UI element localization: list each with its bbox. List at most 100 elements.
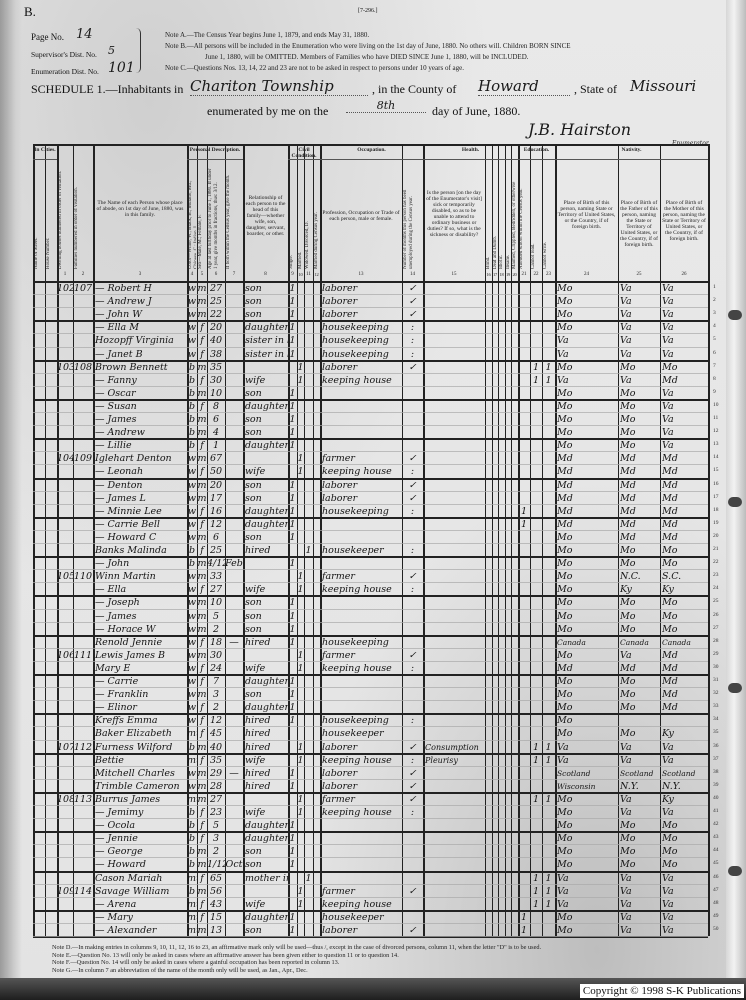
cell-color: mu [187, 911, 197, 923]
cell-father-birthplace: Mo [620, 702, 636, 714]
row-number: 24 [713, 585, 719, 592]
cell-color: w [187, 348, 197, 360]
cell-birthplace: Mo [557, 833, 573, 845]
cell-single: 1 [289, 846, 296, 858]
cell-family: 107 [73, 283, 93, 294]
cell-father-birthplace: Md [620, 518, 636, 530]
cell-mother-birthplace: Mo [662, 820, 678, 832]
cell-father-birthplace: Va [620, 296, 632, 308]
cell-cannot-read: 1 [532, 374, 540, 386]
cell-color: w [187, 479, 197, 491]
cell-color: mu [187, 898, 197, 910]
column-number: 9 [291, 272, 294, 277]
column-divider [618, 144, 619, 936]
column-divider [33, 144, 35, 936]
cell-color: w [187, 623, 197, 635]
cell-father-birthplace: Va [620, 885, 632, 897]
cell-color: b [188, 833, 196, 845]
cell-married: 1 [297, 466, 304, 478]
cell-occupation: keeping house [322, 374, 392, 386]
cell-occupation: housekeeping [322, 348, 389, 360]
column-divider [542, 144, 543, 936]
cell-birthplace: Mo [557, 820, 573, 832]
cell-father-birthplace: Va [620, 649, 632, 661]
cell-color: w [187, 453, 197, 465]
cell-sex: f [200, 807, 204, 818]
cell-single: 1 [289, 322, 296, 334]
cell-color: w [187, 702, 197, 714]
cell-sex: f [200, 833, 204, 845]
cell-age: 45 [209, 728, 223, 740]
cell-unemployed: : [410, 715, 415, 727]
row-number: 14 [713, 454, 719, 461]
cell-age: 17 [209, 492, 223, 504]
cell-age: 40 [209, 335, 223, 347]
cell-mother-birthplace: Va [662, 807, 674, 818]
column-header-mother-birthplace: Place of Birth of the Mother of this per… [662, 200, 706, 242]
cell-name: — Oscar [95, 387, 136, 399]
cell-name: — Minnie Lee [95, 505, 162, 517]
cell-birthplace: Mo [557, 584, 573, 596]
binder-ring [728, 866, 742, 876]
group-header-divider [320, 159, 423, 160]
cell-cannot-write: 1 [545, 898, 552, 910]
cell-married: 1 [297, 754, 304, 766]
cell-birthplace: Md [557, 479, 573, 491]
cell-relation: daughter [245, 518, 288, 530]
cell-age: 43 [209, 898, 223, 910]
cell-relation: son [245, 859, 262, 871]
cell-father-birthplace: Va [620, 374, 632, 386]
column-number: 10 [298, 272, 303, 277]
row-divider [33, 320, 708, 323]
cell-sex: f [200, 322, 204, 334]
row-divider [33, 726, 708, 728]
cell-mother-birthplace: Va [662, 911, 674, 923]
cell-name: — Andrew J [95, 296, 152, 308]
cell-age: 35 [209, 754, 223, 766]
cell-name: Burrus James [95, 793, 161, 805]
cell-relation: wife [245, 584, 266, 596]
cell-relation: son [245, 597, 262, 609]
column-header-maimed: Maimed, Crippled, Bedridden, or otherwis… [512, 181, 517, 269]
cell-father-birthplace: Ky [620, 584, 632, 596]
cell-occupation: housekeeper [322, 911, 384, 923]
cell-occupation: farmer [322, 885, 355, 897]
cell-month: Oct [225, 859, 243, 871]
cell-birthplace: Mo [557, 309, 573, 321]
column-header-deaf: Deaf and Dumb. [493, 235, 498, 269]
cell-color: b [188, 545, 196, 556]
cell-name: — Susan [95, 400, 137, 412]
cell-sex: m [197, 479, 207, 491]
column-header-father-birthplace: Place of Birth of the Father of this per… [620, 200, 658, 248]
cell-birthplace: Mo [557, 911, 573, 923]
cell-occupation: housekeeping [322, 636, 389, 648]
cell-color: w [187, 610, 197, 622]
row-number: 29 [713, 650, 719, 657]
cell-sex: f [200, 676, 204, 687]
cell-birthplace: Mo [557, 859, 573, 871]
cell-single: 1 [289, 479, 296, 491]
footer-note-g: Note G.—In column 7 an abbreviation of t… [52, 966, 308, 974]
cell-sex: m [197, 689, 207, 701]
cell-father-birthplace: Mo [620, 820, 636, 832]
column-header-age: Age at last birthday prior to June 1, 18… [208, 168, 219, 269]
column-header-dwelling: Dwelling houses numbered in order of vis… [58, 170, 63, 269]
state-label: , State of [574, 82, 617, 96]
cell-family: 108 [73, 361, 93, 373]
row-number: 22 [713, 559, 719, 566]
cell-occupation: laborer [322, 283, 358, 294]
cell-unemployed: : [410, 505, 415, 517]
cell-father-birthplace: Mo [620, 597, 636, 609]
column-number: 14 [410, 272, 415, 277]
cell-age: 20 [209, 479, 223, 491]
cell-sickness: Pleurisy [425, 755, 458, 765]
cell-birthplace: Mo [557, 571, 573, 583]
cell-relation: hired [245, 636, 271, 648]
cell-birthplace: Mo [557, 545, 573, 556]
cell-age: 3 [212, 833, 220, 845]
cell-sex: f [200, 872, 204, 884]
township-field: Chariton Township [190, 77, 368, 96]
column-number: 25 [636, 272, 642, 277]
enumeration-day: 8th [346, 99, 426, 113]
cell-age: 13 [209, 924, 223, 936]
